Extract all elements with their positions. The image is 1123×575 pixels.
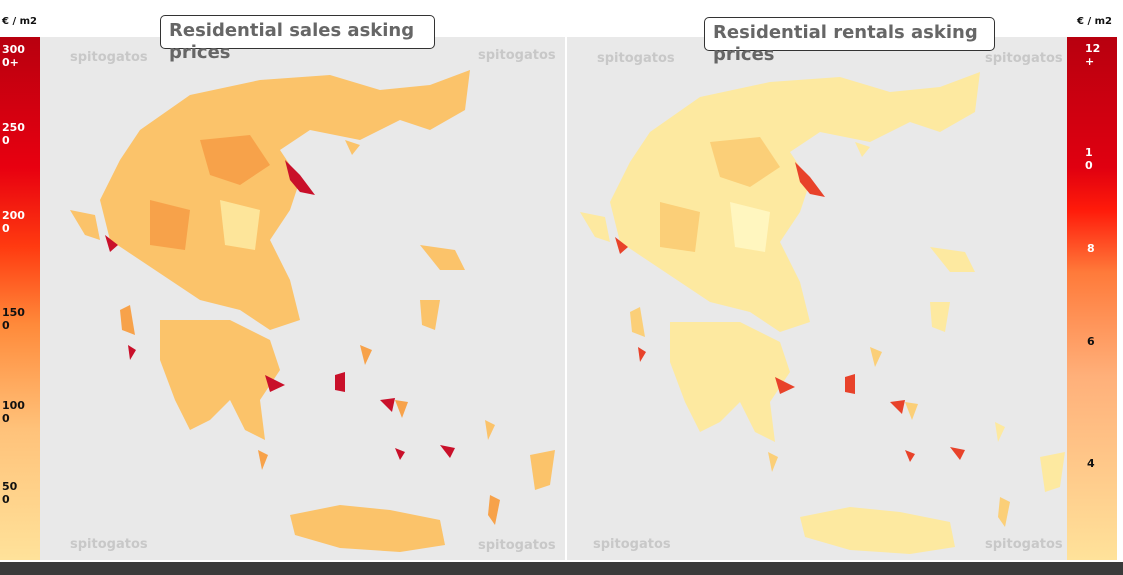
legend-label: 12+ [1085,42,1101,68]
legend-label: 1000 [2,399,25,425]
legend-label: 6 [1087,335,1095,348]
legend-label: 1500 [2,306,25,332]
legend-label: 8 [1087,242,1095,255]
legend-label: 4 [1087,457,1095,470]
watermark: spitogatos [70,537,148,552]
map-title: Residential rentals asking prices [704,17,995,65]
legend-unit: € / m2 [2,16,37,27]
legend-label: 10 [1085,146,1093,172]
map-title: Residential sales asking prices [160,15,435,63]
watermark: spitogatos [593,537,671,552]
watermark: spitogatos [985,537,1063,552]
legend-label: 2500 [2,121,25,147]
watermark: spitogatos [478,538,556,553]
legend-label: 500 [2,480,18,506]
legend-label: 3000+ [2,43,25,69]
legend-label: 2000 [2,209,25,235]
legend-bar [1067,37,1117,560]
watermark: spitogatos [597,51,675,66]
footer-strip [0,562,1123,575]
watermark: spitogatos [478,48,556,63]
watermark: spitogatos [70,50,148,65]
legend-bar [0,37,40,560]
legend-unit: € / m2 [1077,16,1112,27]
watermark: spitogatos [985,51,1063,66]
